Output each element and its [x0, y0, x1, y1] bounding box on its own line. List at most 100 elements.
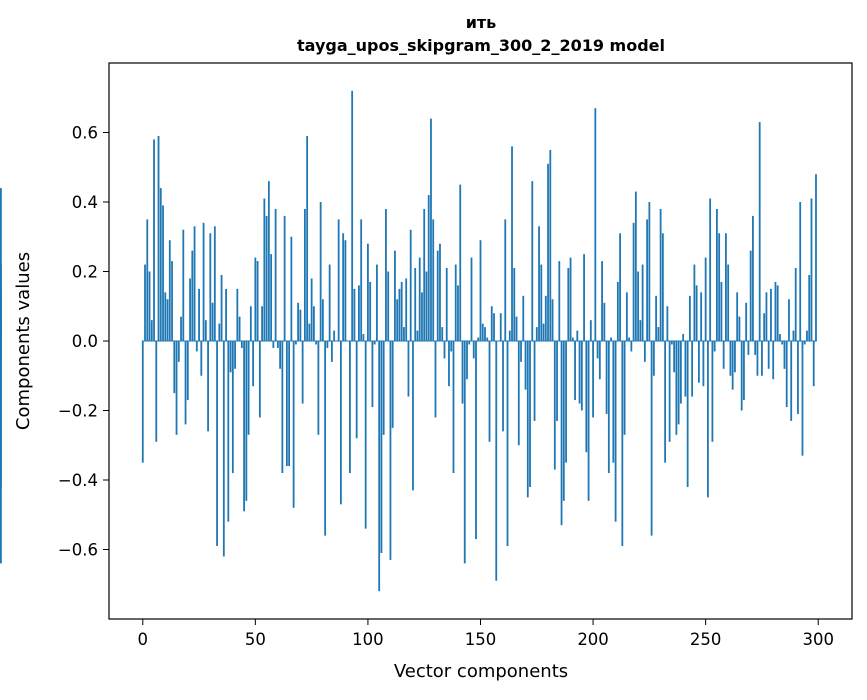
- bar-84: [331, 341, 333, 362]
- bar-294: [804, 341, 806, 344]
- bar-50: [254, 258, 256, 341]
- bar-256: [718, 233, 720, 341]
- y-tick-label: 0.2: [72, 263, 98, 282]
- bar-156: [493, 313, 495, 341]
- bar-270: [750, 251, 752, 341]
- bar-68: [295, 341, 297, 344]
- bar-232: [664, 341, 666, 463]
- bar-244: [691, 341, 693, 397]
- bar-134: [444, 341, 446, 358]
- bar-43: [239, 317, 241, 341]
- bar-73: [306, 136, 308, 341]
- bar-113: [396, 299, 398, 341]
- bar-65: [288, 341, 290, 466]
- bar-51: [257, 261, 259, 341]
- bar-28: [205, 320, 207, 341]
- bar-17: [180, 317, 182, 341]
- bar-71: [302, 341, 304, 404]
- bar-245: [693, 265, 695, 341]
- bar-93: [351, 91, 353, 341]
- bar-149: [477, 338, 479, 341]
- bar-47: [248, 341, 250, 435]
- bar-126: [426, 272, 428, 342]
- bar-133: [441, 327, 443, 341]
- bar-215: [626, 292, 628, 341]
- bar-227: [653, 341, 655, 376]
- bar-276: [763, 313, 765, 341]
- bar-173: [531, 181, 533, 341]
- bar-222: [642, 265, 644, 341]
- bar-2: [146, 219, 148, 341]
- bar-67: [293, 341, 295, 508]
- bar-243: [689, 296, 691, 341]
- bar-121: [414, 268, 416, 341]
- bar-190: [570, 258, 572, 341]
- y-tick-label: −0.6: [58, 541, 98, 560]
- bar-35: [221, 275, 223, 341]
- bar-106: [381, 341, 383, 553]
- bar-80: [322, 299, 324, 341]
- bar-137: [450, 341, 452, 351]
- bar-240: [682, 334, 684, 341]
- bar-31: [212, 303, 214, 341]
- bar-155: [491, 306, 493, 341]
- bar-265: [739, 317, 741, 341]
- bar-60: [277, 341, 279, 348]
- bar-165: [513, 268, 515, 341]
- bar-189: [567, 268, 569, 341]
- bar-237: [675, 341, 677, 435]
- bar-5: [153, 139, 155, 341]
- bar-172: [529, 341, 531, 487]
- bar-280: [772, 341, 774, 379]
- bar-66: [290, 237, 292, 341]
- bar-199: [590, 320, 592, 341]
- bar-87: [338, 219, 340, 341]
- bar-201: [594, 108, 596, 341]
- bar-79: [320, 202, 322, 341]
- x-tick-label: 150: [465, 630, 497, 649]
- bar-129: [432, 219, 434, 341]
- bar-116: [403, 327, 405, 341]
- bar-238: [678, 341, 680, 424]
- bar-284: [781, 341, 783, 344]
- bar-184: [556, 341, 558, 421]
- bar-281: [775, 282, 777, 341]
- y-tick-label: −0.2: [58, 402, 98, 421]
- bar-98: [363, 334, 365, 341]
- y-axis: −0.6−0.4−0.20.00.20.40.6: [58, 124, 109, 560]
- bar-223: [644, 341, 646, 362]
- bar-140: [457, 285, 459, 341]
- bar-89: [342, 233, 344, 341]
- bar-230: [660, 209, 662, 341]
- bar-210: [615, 341, 617, 522]
- bar-142: [462, 341, 464, 404]
- bar-193: [576, 331, 578, 341]
- x-axis-label: Vector components: [394, 661, 568, 682]
- bar-58: [272, 341, 274, 348]
- bar-171: [527, 341, 529, 497]
- bar-6: [155, 341, 157, 442]
- bar-136: [448, 341, 450, 386]
- bar-49: [252, 341, 254, 386]
- bar-286: [786, 341, 788, 407]
- bar-162: [507, 341, 509, 546]
- bar-27: [203, 223, 205, 341]
- bar-248: [700, 292, 702, 341]
- bar-76: [313, 306, 315, 341]
- bar-297: [811, 199, 813, 341]
- bar-150: [480, 240, 482, 341]
- bar-37: [225, 289, 227, 341]
- bar-130: [435, 341, 437, 417]
- bar-85: [333, 331, 335, 341]
- bar-148: [475, 341, 477, 539]
- bar-197: [585, 341, 587, 452]
- bar-77: [315, 341, 317, 344]
- bar-56: [268, 181, 270, 341]
- bar-269: [748, 341, 750, 355]
- bar-261: [730, 341, 732, 376]
- bar-139: [455, 265, 457, 341]
- bar-4: [151, 320, 153, 341]
- bar-291: [797, 341, 799, 414]
- bar-70: [299, 310, 301, 341]
